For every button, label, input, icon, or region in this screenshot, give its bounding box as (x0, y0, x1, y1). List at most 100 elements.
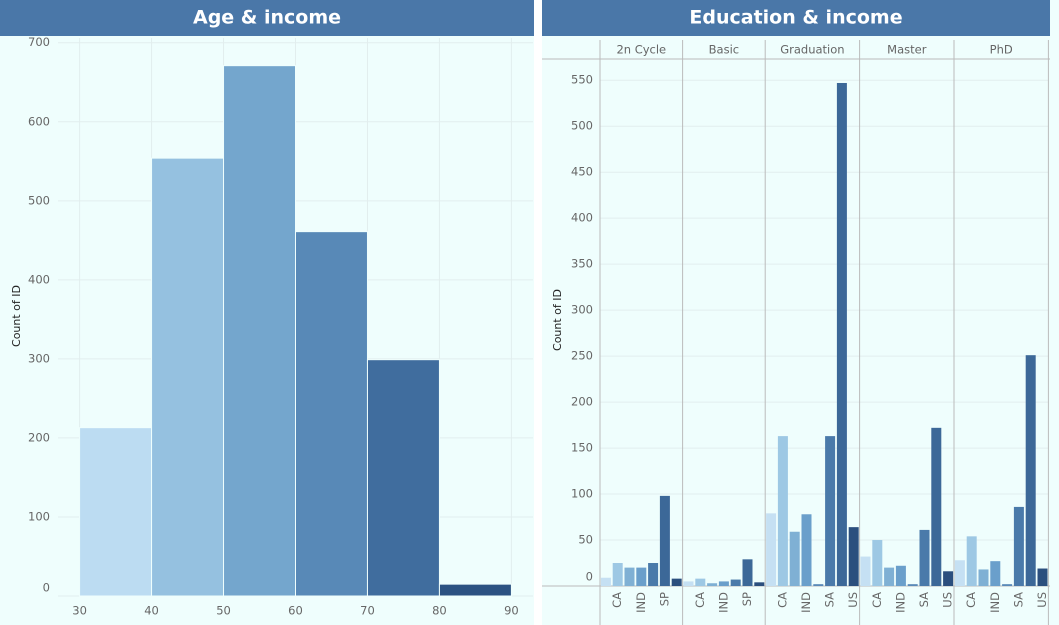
x-tick-label: 90 (504, 604, 519, 618)
x-tick-label: 80 (432, 604, 447, 618)
bar (777, 436, 788, 586)
x-tick-label: SP (740, 592, 754, 606)
bar (990, 561, 1001, 586)
bar (624, 567, 635, 586)
bar (848, 527, 859, 586)
bar (825, 436, 836, 586)
bar (978, 569, 989, 586)
bar (79, 427, 153, 597)
x-tick-label: IND (634, 592, 648, 613)
bar (966, 536, 977, 586)
bar (730, 579, 741, 586)
y-tick-label: 200 (571, 395, 593, 409)
bar (1013, 506, 1024, 586)
y-tick-label: 200 (28, 430, 50, 444)
bar (789, 531, 800, 586)
y-tick-label: 400 (28, 272, 50, 286)
facet-label: Graduation (780, 43, 844, 57)
bar (919, 529, 930, 586)
bar (895, 565, 906, 586)
bar (1025, 355, 1036, 586)
y-tick-label: 300 (28, 351, 50, 365)
x-tick-label: IND (893, 592, 907, 613)
bar (836, 82, 847, 587)
y-tick-label: 500 (571, 119, 593, 133)
bar (683, 581, 694, 586)
bar (943, 571, 954, 586)
y-tick-label: 300 (571, 303, 593, 317)
x-tick-label: US (846, 592, 860, 608)
bar (1037, 568, 1048, 586)
x-tick-label: US (941, 592, 955, 608)
x-tick-label: CA (693, 592, 707, 608)
x-tick-label: IND (988, 592, 1002, 613)
facet-label: 2n Cycle (616, 43, 666, 57)
y-axis-label: Count of ID (551, 289, 564, 351)
bar (612, 563, 623, 586)
bar (600, 577, 611, 586)
y-tick-label: 0 (43, 581, 50, 595)
facet-label: PhD (990, 43, 1013, 57)
facet-label: Master (887, 43, 927, 57)
chart-title: Age & income (193, 7, 341, 29)
bar (151, 157, 225, 597)
bar (636, 567, 647, 586)
x-tick-label: US (1035, 592, 1049, 608)
facet-label: Basic (709, 43, 739, 57)
x-tick-label: IND (716, 592, 730, 613)
x-tick-label: 60 (288, 604, 303, 618)
y-tick-label: 0 (586, 570, 593, 584)
x-tick-label: 70 (360, 604, 375, 618)
bar (907, 584, 918, 586)
x-tick-label: CA (610, 592, 624, 608)
bar (648, 563, 659, 586)
right-header (542, 0, 1050, 36)
bar (813, 584, 824, 586)
y-tick-label: 100 (28, 509, 50, 523)
y-tick-label: 50 (578, 533, 593, 547)
x-tick-label: CA (775, 592, 789, 608)
left-header (0, 0, 534, 36)
bar (754, 582, 765, 586)
y-tick-label: 350 (571, 257, 593, 271)
bar (860, 556, 871, 586)
bar (366, 359, 440, 597)
y-tick-label: 250 (571, 349, 593, 363)
y-tick-label: 400 (571, 211, 593, 225)
y-axis-label: Count of ID (10, 285, 23, 347)
bar (954, 560, 965, 586)
x-tick-label: CA (964, 592, 978, 608)
bar (884, 567, 895, 586)
bar (931, 427, 942, 586)
bar (801, 514, 812, 586)
bar (223, 65, 296, 597)
y-tick-label: 700 (28, 35, 50, 49)
x-tick-label: SP (657, 592, 671, 606)
bar (695, 578, 706, 586)
y-tick-label: 500 (28, 193, 50, 207)
x-tick-label: SA (1011, 592, 1025, 608)
bar (659, 495, 670, 586)
bar (766, 513, 777, 586)
bar (1002, 584, 1013, 586)
right-panel (542, 0, 1059, 625)
bar (718, 581, 729, 586)
bar (707, 583, 718, 586)
y-tick-label: 450 (571, 165, 593, 179)
y-tick-label: 150 (571, 441, 593, 455)
x-tick-label: 50 (216, 604, 231, 618)
x-tick-label: SA (823, 592, 837, 608)
bar (671, 578, 682, 586)
x-tick-label: 40 (144, 604, 159, 618)
bar (438, 583, 512, 597)
x-tick-label: CA (870, 592, 884, 608)
bar (742, 559, 753, 586)
y-tick-label: 100 (571, 487, 593, 501)
bar (295, 231, 368, 597)
chart-title: Education & income (689, 7, 902, 29)
y-tick-label: 600 (28, 114, 50, 128)
x-tick-label: 30 (72, 604, 87, 618)
y-tick-label: 550 (571, 73, 593, 87)
bar (872, 540, 883, 586)
